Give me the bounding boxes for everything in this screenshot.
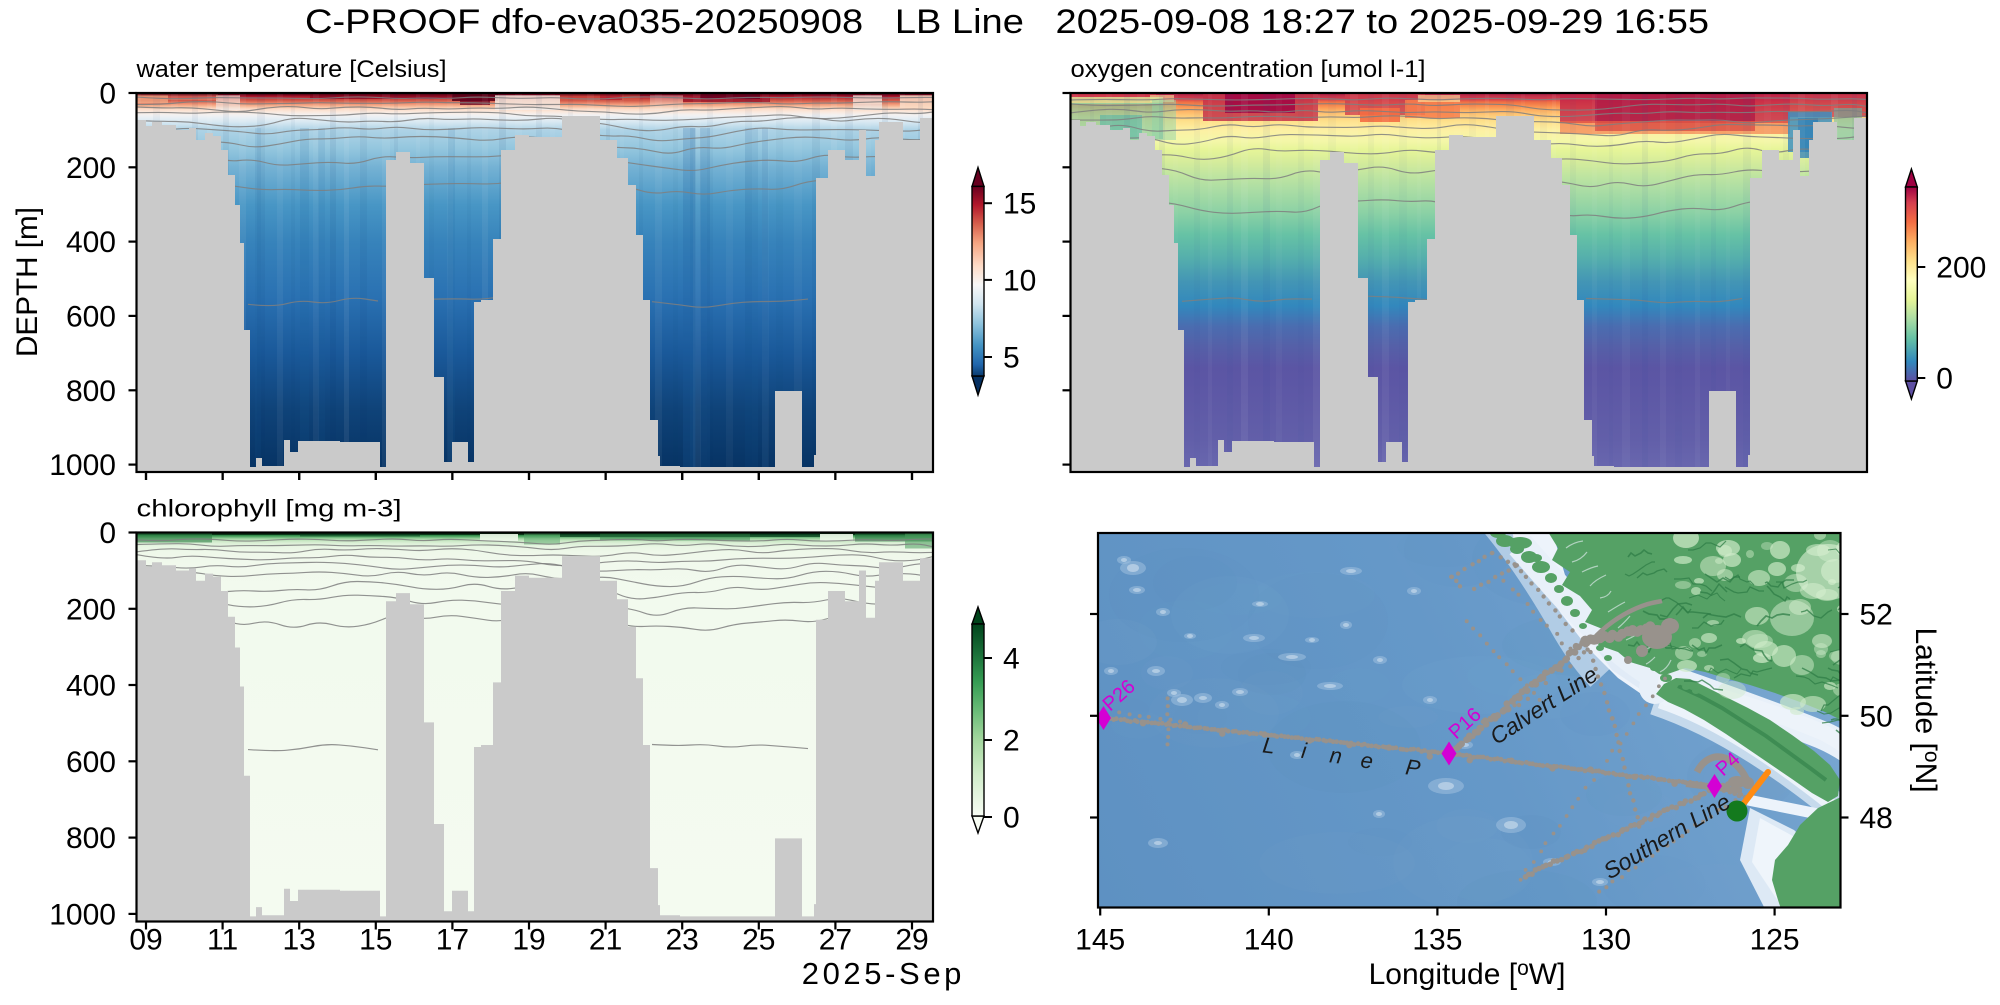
svg-text:i: i [1300, 738, 1309, 764]
svg-text:DEPTH [m]: DEPTH [m] [11, 207, 44, 357]
svg-text:1000: 1000 [49, 449, 116, 482]
svg-text:800: 800 [66, 375, 116, 408]
svg-text:e: e [1359, 747, 1374, 773]
svg-text:2: 2 [1003, 725, 1020, 758]
svg-text:600: 600 [66, 746, 116, 779]
svg-text:600: 600 [66, 300, 116, 333]
svg-text:800: 800 [66, 822, 116, 855]
svg-text:Latitude [oN]: Latitude [oN] [1909, 627, 1943, 792]
svg-text:27: 27 [819, 924, 852, 957]
svg-text:4: 4 [1003, 643, 1020, 676]
svg-text:200: 200 [66, 593, 116, 626]
svg-text:25: 25 [742, 924, 775, 957]
svg-text:21: 21 [589, 924, 622, 957]
svg-text:200: 200 [1936, 252, 1986, 285]
svg-text:water temperature [Celsius]: water temperature [Celsius] [135, 56, 446, 83]
svg-text:Longitude [oW]: Longitude [oW] [1369, 957, 1566, 991]
svg-text:48: 48 [1860, 802, 1893, 835]
svg-text:L: L [1261, 732, 1276, 758]
svg-text:50: 50 [1860, 700, 1893, 733]
svg-text:52: 52 [1860, 599, 1893, 632]
svg-text:0: 0 [99, 78, 116, 111]
svg-text:140: 140 [1244, 924, 1294, 957]
svg-text:125: 125 [1750, 924, 1800, 957]
svg-text:400: 400 [66, 226, 116, 259]
svg-text:145: 145 [1075, 924, 1125, 957]
svg-text:0: 0 [99, 517, 116, 550]
svg-text:5: 5 [1003, 342, 1020, 375]
svg-text:17: 17 [436, 924, 469, 957]
svg-text:10: 10 [1003, 264, 1036, 297]
svg-text:13: 13 [283, 924, 316, 957]
svg-text:2025-Sep: 2025-Sep [802, 956, 965, 991]
svg-text:15: 15 [359, 924, 392, 957]
svg-text:23: 23 [666, 924, 699, 957]
svg-text:19: 19 [512, 924, 545, 957]
svg-text:chlorophyll [mg m-3]: chlorophyll [mg m-3] [137, 496, 402, 523]
svg-text:15: 15 [1003, 188, 1036, 221]
svg-text:400: 400 [66, 670, 116, 703]
svg-text:0: 0 [1003, 802, 1020, 835]
svg-text:0: 0 [1936, 363, 1953, 396]
svg-text:oxygen concentration [umol l-1: oxygen concentration [umol l-1] [1071, 56, 1426, 83]
svg-text:11: 11 [207, 924, 238, 957]
svg-text:29: 29 [895, 924, 928, 957]
svg-text:n: n [1328, 742, 1343, 768]
svg-text:C-PROOF dfo-eva035-20250908: C-PROOF dfo-eva035-20250908 LB Line 2025… [305, 3, 1709, 41]
svg-text:09: 09 [129, 924, 162, 957]
svg-text:130: 130 [1581, 924, 1631, 957]
svg-text:P: P [1404, 754, 1422, 781]
svg-text:1000: 1000 [49, 898, 116, 931]
svg-text:200: 200 [66, 152, 116, 185]
svg-text:135: 135 [1412, 924, 1462, 957]
